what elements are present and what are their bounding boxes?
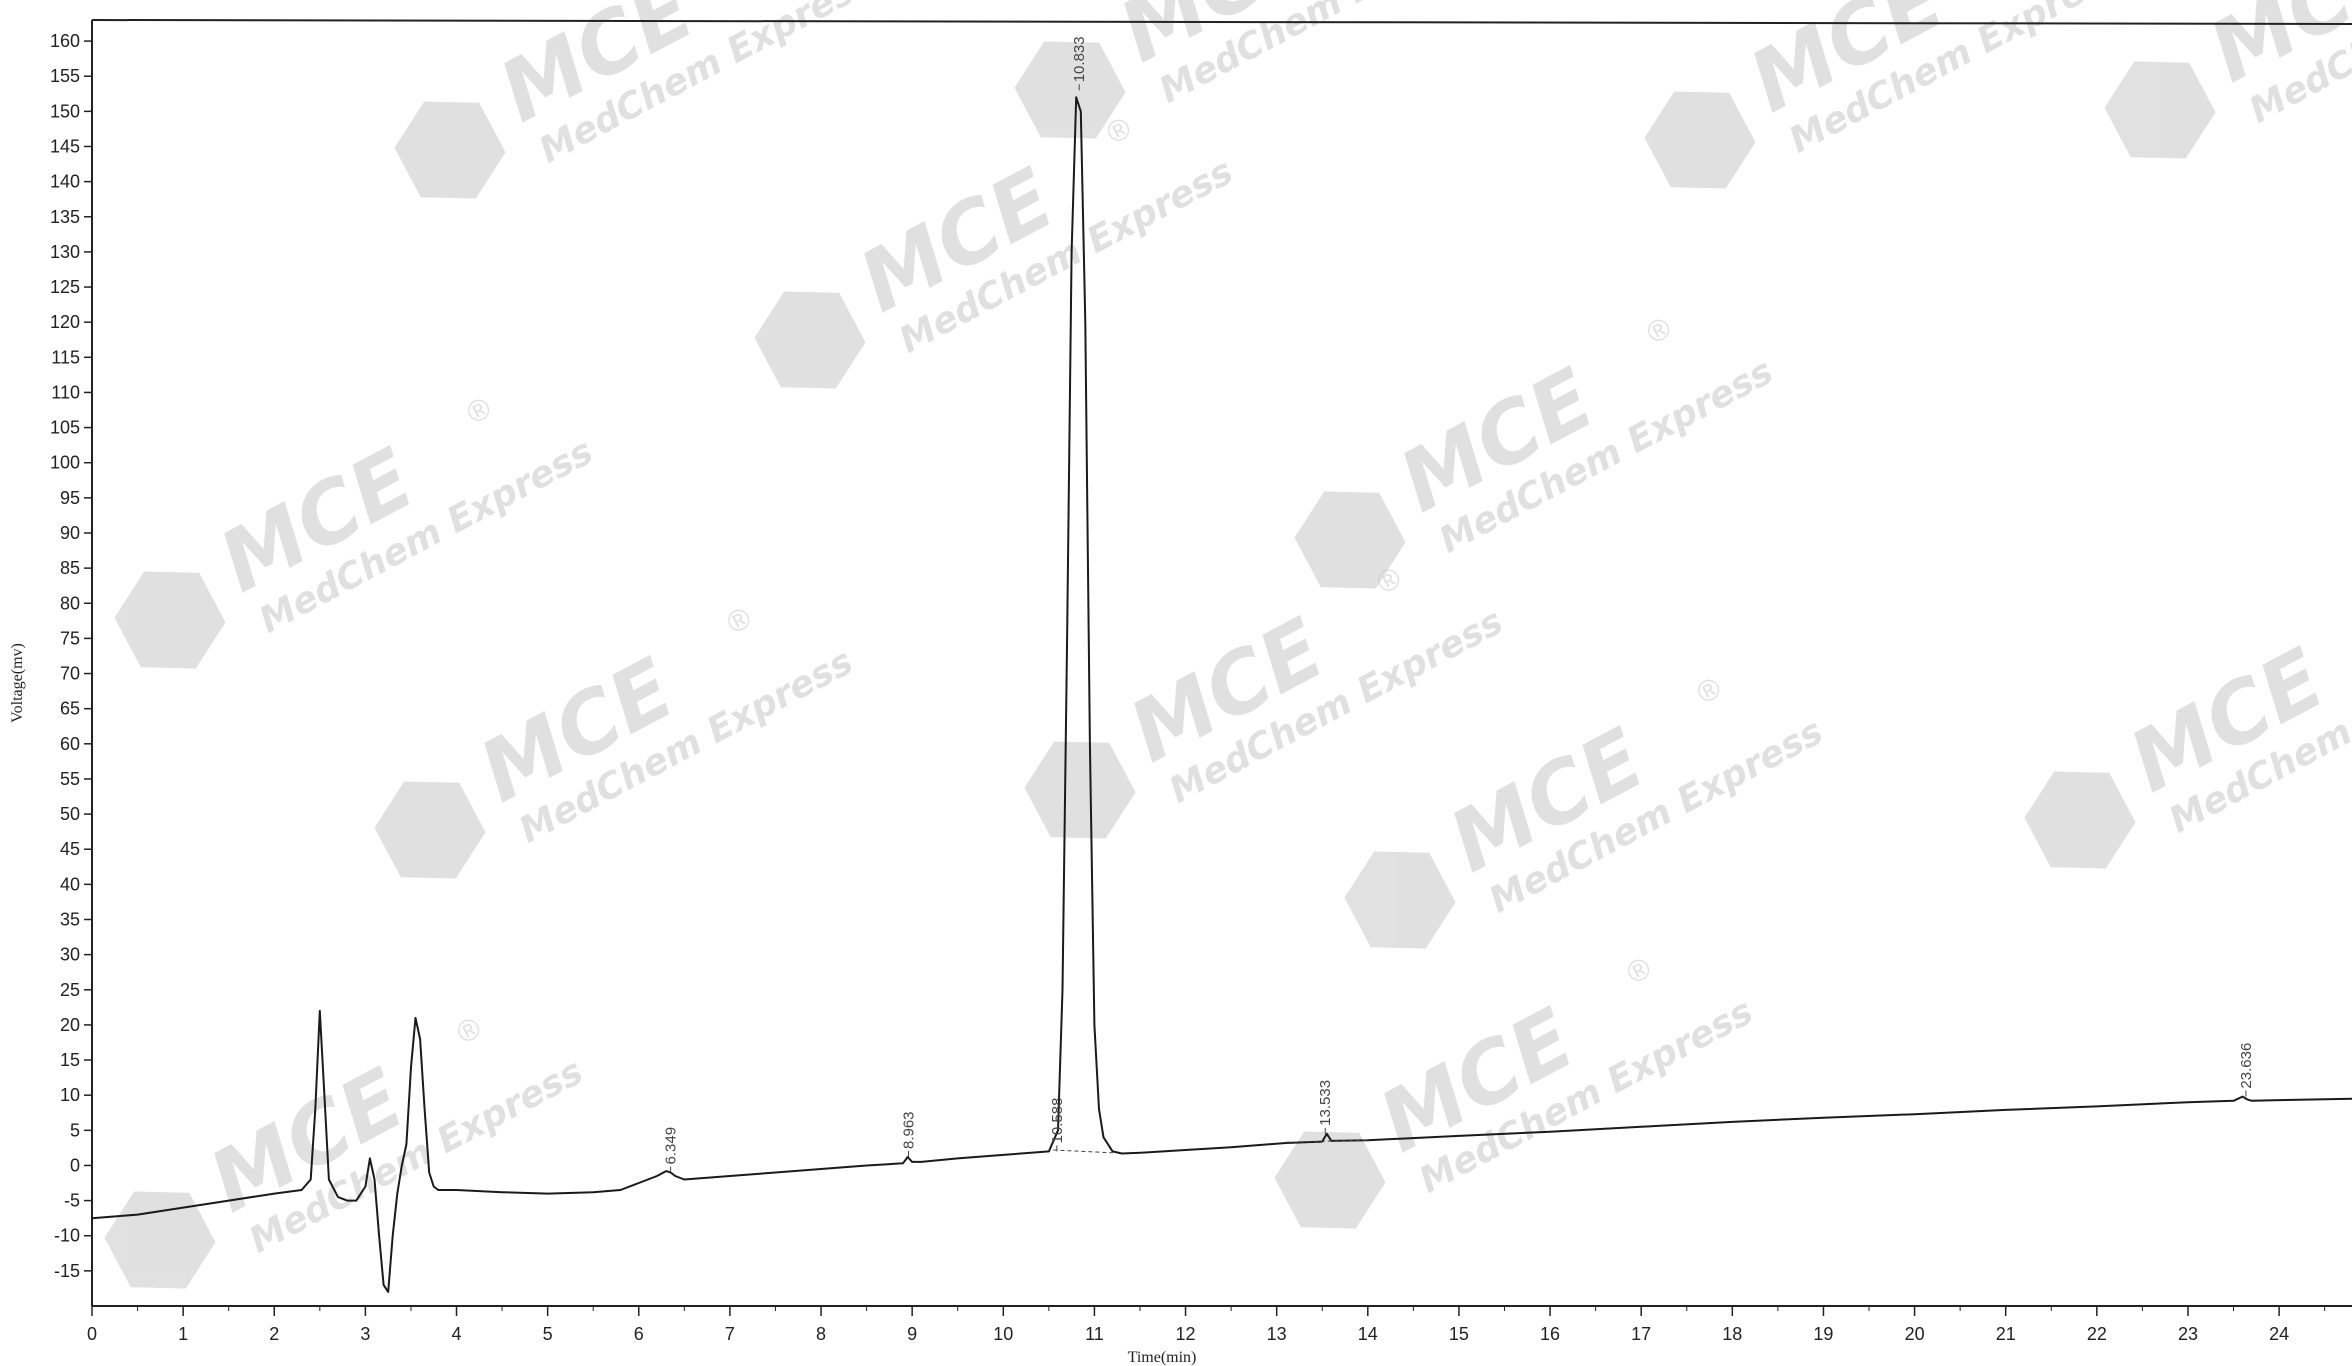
y-tick-label: 75 xyxy=(60,628,80,648)
y-tick-label: 140 xyxy=(50,172,80,192)
x-tick-label: 19 xyxy=(1813,1324,1833,1344)
y-tick-label: 90 xyxy=(60,523,80,543)
y-tick-label: 115 xyxy=(51,347,80,367)
mce-hexagon-icon xyxy=(1644,91,1756,189)
peak-retention-label: 8.963 xyxy=(901,1111,918,1149)
x-tick-label: 12 xyxy=(1176,1324,1196,1344)
x-tick-label: 3 xyxy=(360,1324,370,1344)
y-tick-label: 125 xyxy=(50,277,80,297)
x-tick-label: 23 xyxy=(2178,1324,2198,1344)
mce-hexagon-icon xyxy=(1274,1131,1386,1229)
y-tick-label: 30 xyxy=(60,945,80,965)
x-tick-label: 22 xyxy=(2087,1324,2107,1344)
y-axis-title: Voltage(mv) xyxy=(9,643,26,723)
x-tick-label: 0 xyxy=(87,1324,97,1344)
x-tick-label: 11 xyxy=(1085,1324,1104,1344)
x-tick-label: 15 xyxy=(1449,1324,1469,1344)
mce-hexagon-icon xyxy=(114,571,226,669)
y-tick-label: 100 xyxy=(50,453,80,473)
y-tick-label: 95 xyxy=(60,488,80,508)
y-tick-label: 70 xyxy=(60,664,80,684)
series-layer xyxy=(91,96,2352,1293)
mce-hexagon-icon xyxy=(2104,61,2216,159)
x-axis-title: Time(min) xyxy=(1128,1349,1197,1366)
mce-hexagon-icon xyxy=(374,781,486,879)
x-tick-label: 13 xyxy=(1267,1324,1287,1344)
peak-retention-label: 23.636 xyxy=(2238,1043,2255,1089)
y-tick-label: 5 xyxy=(70,1120,80,1140)
y-tick-label: 25 xyxy=(60,980,80,1000)
y-tick-label: 135 xyxy=(50,207,80,227)
x-tick-label: 9 xyxy=(907,1324,917,1344)
y-tick-label: 40 xyxy=(60,874,80,894)
x-tick-label: 7 xyxy=(725,1324,735,1344)
mce-hexagon-icon xyxy=(1344,851,1456,949)
mce-hexagon-icon xyxy=(754,291,866,389)
integration-baseline xyxy=(1053,1149,1113,1154)
y-tick-label: 150 xyxy=(50,101,80,121)
y-tick-label: 85 xyxy=(60,558,80,578)
y-axis: -15 -10 -5 0 5 10 15 20 25 30 35 40 45 50 55 60 65 70 75 80… xyxy=(50,31,92,1281)
y-tick-label: 110 xyxy=(51,382,80,402)
y-tick-label: 65 xyxy=(60,699,80,719)
mce-hexagon-icon xyxy=(1024,741,1136,839)
y-tick-label: -10 xyxy=(54,1226,80,1246)
y-tick-label: 10 xyxy=(60,1085,80,1105)
y-tick-label: 130 xyxy=(50,242,80,262)
x-axis: 0 1 2 3 4 5 6 7 8 9 10 11 12 13 14 15 16 17 18 19 20 21 22 23 24 xyxy=(87,1306,2326,1344)
x-tick-label: 6 xyxy=(634,1324,644,1344)
plot-frame xyxy=(91,19,2352,1307)
y-tick-label: -5 xyxy=(64,1191,80,1211)
y-tick-label: 120 xyxy=(50,312,80,332)
x-tick-label: 4 xyxy=(452,1324,462,1344)
x-tick-label: 24 xyxy=(2269,1324,2289,1344)
y-tick-label: 105 xyxy=(50,418,80,438)
y-tick-label: 15 xyxy=(60,1050,80,1070)
mce-hexagon-icon xyxy=(394,101,506,199)
chromatogram-trace xyxy=(91,96,2352,1293)
x-tick-label: 5 xyxy=(543,1324,553,1344)
mce-hexagon-icon xyxy=(1014,41,1126,139)
x-tick-label: 17 xyxy=(1631,1324,1651,1344)
peak-retention-label: 6.349 xyxy=(663,1127,680,1165)
y-tick-label: 45 xyxy=(60,839,80,859)
y-tick-label: 160 xyxy=(50,31,80,51)
mce-hexagon-icon xyxy=(2024,771,2136,869)
x-tick-label: 21 xyxy=(1996,1324,2016,1344)
plot-border-top xyxy=(91,19,2352,25)
mce-hexagon-icon xyxy=(1294,491,1406,589)
x-tick-label: 16 xyxy=(1540,1324,1560,1344)
y-tick-label: 0 xyxy=(70,1155,80,1175)
y-tick-label: 80 xyxy=(60,593,80,613)
y-tick-label: 35 xyxy=(60,909,80,929)
y-tick-label: 20 xyxy=(60,1015,80,1035)
x-tick-label: 20 xyxy=(1905,1324,1925,1344)
y-tick-label: 55 xyxy=(60,769,80,789)
peak-retention-label: 13.533 xyxy=(1317,1080,1334,1126)
y-tick-label: 60 xyxy=(60,734,80,754)
x-tick-label: 18 xyxy=(1722,1324,1742,1344)
x-tick-label: 10 xyxy=(993,1324,1013,1344)
y-tick-label: -15 xyxy=(54,1261,80,1281)
y-tick-label: 155 xyxy=(50,66,80,86)
peak-retention-label: 10.833 xyxy=(1071,36,1088,82)
x-tick-label: 1 xyxy=(178,1324,188,1344)
y-tick-label: 145 xyxy=(50,136,80,156)
peak-retention-label: 10.588 xyxy=(1049,1098,1066,1144)
peak-labels: 6.349 8.963 10.588 10.833 13.533 23.636 xyxy=(663,36,2255,1173)
x-tick-label: 2 xyxy=(269,1324,279,1344)
x-tick-label: 8 xyxy=(816,1324,826,1344)
y-tick-label: 50 xyxy=(60,804,80,824)
x-tick-label: 14 xyxy=(1358,1324,1378,1344)
